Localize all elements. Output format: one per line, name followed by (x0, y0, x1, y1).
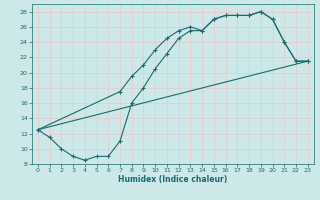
X-axis label: Humidex (Indice chaleur): Humidex (Indice chaleur) (118, 175, 228, 184)
